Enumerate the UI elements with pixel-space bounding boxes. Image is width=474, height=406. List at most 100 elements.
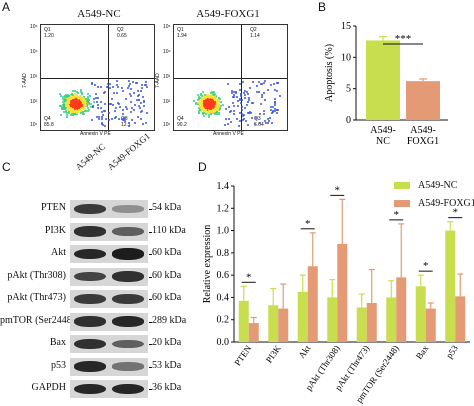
western-blot-panel: A549-NC A549-FOXG1 PTEN 54 kDa PI3K 110 kDa… (0, 131, 200, 406)
flow-event-dot (239, 94, 242, 97)
flow-event-dot (127, 122, 130, 125)
flow-event-dot (278, 94, 281, 97)
flow-event-dot (209, 111, 212, 114)
flow-event-dot (68, 102, 71, 105)
flow-event-dot (194, 102, 197, 105)
flow-event-dot (78, 108, 81, 111)
flow-event-dot (236, 99, 239, 102)
q3-value: 12.1 (121, 122, 131, 128)
flow-event-dot (202, 114, 205, 117)
flow-event-dot (213, 106, 216, 109)
flow-event-dot (80, 98, 83, 101)
flow-event-dot (63, 110, 66, 113)
flow-event-dot (83, 107, 86, 110)
flow-event-dot (249, 111, 252, 114)
flow-event-dot (246, 93, 249, 96)
flow-event-dot (72, 89, 75, 92)
flow-event-dot (197, 109, 200, 112)
flow-event-dot (263, 99, 266, 102)
flow-event-dot (89, 106, 92, 109)
flow-event-dot (211, 108, 214, 111)
flow-event-dot (69, 109, 72, 112)
flow-event-dot (104, 110, 107, 113)
flow-event-dot (73, 98, 76, 101)
flow-event-dot (117, 103, 120, 106)
flow-event-dot (138, 99, 141, 102)
flow-event-dot (238, 98, 241, 101)
bar (337, 243, 348, 342)
wb-protein-label: GAPDH (31, 382, 66, 393)
flow-event-dot (60, 105, 63, 108)
flow-event-dot (213, 113, 216, 116)
flow-event-dot (276, 112, 279, 115)
flow-event-dot (205, 104, 208, 107)
flow-event-dot (243, 113, 246, 116)
flow-event-dot (211, 100, 214, 103)
flow-event-dot (267, 88, 270, 91)
flow-event-dot (212, 110, 215, 113)
flow-event-dot (76, 104, 79, 107)
flow-event-dot (83, 112, 86, 115)
flow-ylabel-nc: 7-AAD (22, 73, 28, 88)
flow-event-dot (205, 93, 208, 96)
flow-event-dot (217, 111, 220, 114)
panel-letter-c: C (2, 160, 11, 174)
y-axis-label: Apoptosis (%) (324, 44, 335, 102)
flow-event-dot (129, 95, 132, 98)
flow-tick: 10² (163, 99, 171, 105)
flow-event-dot (99, 86, 102, 89)
flow-event-dot (63, 97, 66, 100)
flow-event-dot (247, 111, 250, 114)
y-tick-label: 10 (341, 52, 351, 63)
flow-event-dot (217, 96, 220, 99)
wb-marker-tick (149, 231, 152, 233)
wb-blot-strip (70, 267, 148, 286)
flow-event-dot (83, 104, 86, 107)
flow-event-dot (69, 105, 72, 108)
bar (297, 291, 308, 342)
flow-event-dot (260, 102, 263, 105)
flow-event-dot (81, 111, 84, 114)
bar (455, 296, 466, 342)
flow-event-dot (76, 110, 79, 113)
wb-kda-label: 60 kDa (152, 247, 182, 258)
flow-event-dot (64, 110, 67, 113)
flow-event-dot (64, 108, 67, 111)
flow-event-dot (260, 94, 263, 97)
flow-event-dot (111, 117, 114, 120)
flow-event-dot (201, 108, 204, 111)
flow-event-dot (217, 104, 220, 107)
flow-event-dot (204, 101, 207, 104)
flow-event-dot (274, 108, 277, 111)
wb-marker-tick (149, 366, 152, 368)
flow-event-dot (65, 94, 68, 97)
flow-event-dot (71, 92, 74, 95)
x-tick-label: Akt (296, 343, 312, 360)
flow-event-dot (143, 84, 146, 87)
flow-event-dot (88, 103, 91, 106)
flow-event-dot (114, 115, 117, 118)
flow-event-dot (97, 103, 100, 106)
flow-event-dot (202, 97, 205, 100)
flow-event-dot (142, 101, 145, 104)
flow-event-dot (115, 83, 118, 86)
flow-event-dot (63, 94, 66, 97)
q1-value: 1.94 (177, 33, 187, 39)
flow-event-dot (61, 100, 64, 103)
flow-event-dot (201, 95, 204, 98)
wb-band (74, 248, 106, 260)
flow-event-dot (90, 103, 93, 106)
flow-event-dot (96, 107, 99, 110)
flow-event-dot (75, 110, 78, 113)
flow-event-dot (198, 108, 201, 111)
flow-event-dot (71, 111, 74, 114)
flow-event-dot (68, 110, 71, 113)
flow-event-dot (121, 89, 124, 92)
wb-band (74, 293, 106, 305)
flow-event-dot (208, 106, 211, 108)
flow-event-dot (91, 83, 94, 85)
y-tick-label: 0.8 (217, 248, 230, 259)
flow-event-dot (68, 109, 71, 112)
bar (327, 297, 338, 342)
flow-event-dot (70, 93, 73, 96)
